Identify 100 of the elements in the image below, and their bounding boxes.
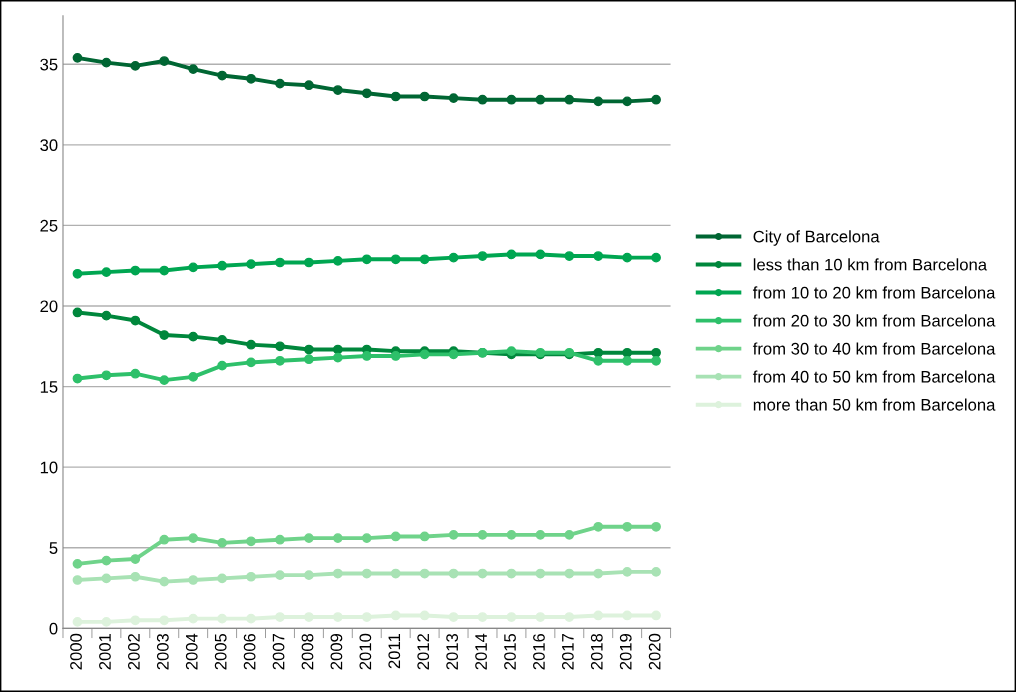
point (390, 568, 401, 579)
point (535, 612, 546, 622)
point (246, 536, 256, 547)
point (593, 610, 604, 621)
point (593, 251, 604, 261)
point (622, 355, 633, 366)
point (275, 534, 285, 545)
x-tick-label: 2001 (99, 634, 111, 670)
point (506, 568, 517, 579)
x-tick-label: 2010 (359, 633, 372, 670)
point (72, 559, 83, 569)
point (419, 254, 430, 265)
point (275, 570, 285, 581)
point (651, 94, 661, 105)
legend-label: City of Barcelona (753, 230, 880, 246)
point (419, 91, 430, 102)
point (275, 612, 285, 622)
x-tick-label: 2019 (619, 633, 632, 670)
point (477, 529, 488, 540)
point (332, 533, 343, 543)
point (101, 617, 112, 627)
point (275, 355, 285, 366)
point (332, 344, 343, 355)
point (246, 73, 256, 84)
point (448, 252, 459, 263)
point (130, 368, 141, 379)
point (159, 56, 170, 66)
point (332, 568, 343, 579)
point (651, 610, 661, 621)
point (188, 575, 199, 585)
point (477, 251, 488, 261)
y-tick-label: 20 (40, 300, 58, 313)
point (188, 64, 199, 74)
y-tick-label: 0 (49, 622, 58, 635)
point (332, 612, 343, 622)
point (246, 571, 256, 582)
point (188, 613, 199, 624)
x-tick-label: 2011 (388, 634, 401, 669)
point (332, 352, 343, 363)
point (593, 568, 604, 579)
point (622, 521, 633, 532)
x-tick-label: 2008 (301, 633, 314, 670)
x-tick-label: 2003 (156, 633, 169, 670)
point (159, 375, 170, 386)
legend-label: less than 10 km from Barcelona (753, 258, 988, 271)
point (188, 533, 199, 543)
x-tick-label: 2002 (127, 634, 140, 670)
legend-label: from 20 to 30 km from Barcelona (752, 314, 996, 327)
x-tick-label: 2009 (330, 633, 343, 670)
point (651, 567, 661, 577)
x-tick-label: 2007 (272, 634, 285, 670)
point (332, 256, 343, 266)
point (622, 347, 633, 358)
point (246, 259, 256, 269)
point (419, 568, 430, 579)
point (448, 93, 459, 103)
point (217, 70, 227, 81)
point (246, 357, 256, 368)
x-tick-label: 2006 (243, 633, 256, 670)
point (390, 610, 401, 621)
point (361, 254, 372, 265)
point (390, 91, 401, 102)
point (72, 617, 83, 627)
x-tick-label: 2004 (185, 633, 198, 670)
point (304, 257, 314, 268)
point (361, 533, 372, 543)
point (217, 334, 227, 345)
point (275, 341, 285, 352)
point (101, 555, 112, 566)
x-tick-label: 2005 (214, 633, 227, 670)
point (130, 265, 141, 276)
point (506, 612, 517, 622)
point (390, 351, 401, 361)
point (101, 267, 112, 278)
y-tick-label: 5 (49, 542, 58, 554)
point (535, 568, 546, 579)
point (506, 346, 517, 356)
point (275, 78, 285, 89)
x-tick-label: 2014 (475, 633, 487, 670)
point (622, 252, 633, 263)
point (593, 521, 604, 532)
point (159, 265, 170, 276)
point (304, 533, 314, 543)
point (217, 360, 227, 371)
point (477, 568, 488, 579)
point (304, 80, 314, 91)
point (188, 262, 199, 273)
point (275, 257, 285, 268)
point (448, 529, 459, 540)
point (188, 331, 199, 342)
y-tick-label: 25 (40, 219, 58, 232)
point (651, 355, 661, 366)
legend-label: from 10 to 20 km from Barcelona (752, 286, 996, 299)
y-tick-label: 35 (40, 58, 58, 71)
point (651, 521, 661, 532)
point (217, 260, 227, 271)
point (651, 252, 661, 263)
point (506, 529, 517, 540)
point (159, 576, 170, 587)
point (159, 330, 170, 340)
